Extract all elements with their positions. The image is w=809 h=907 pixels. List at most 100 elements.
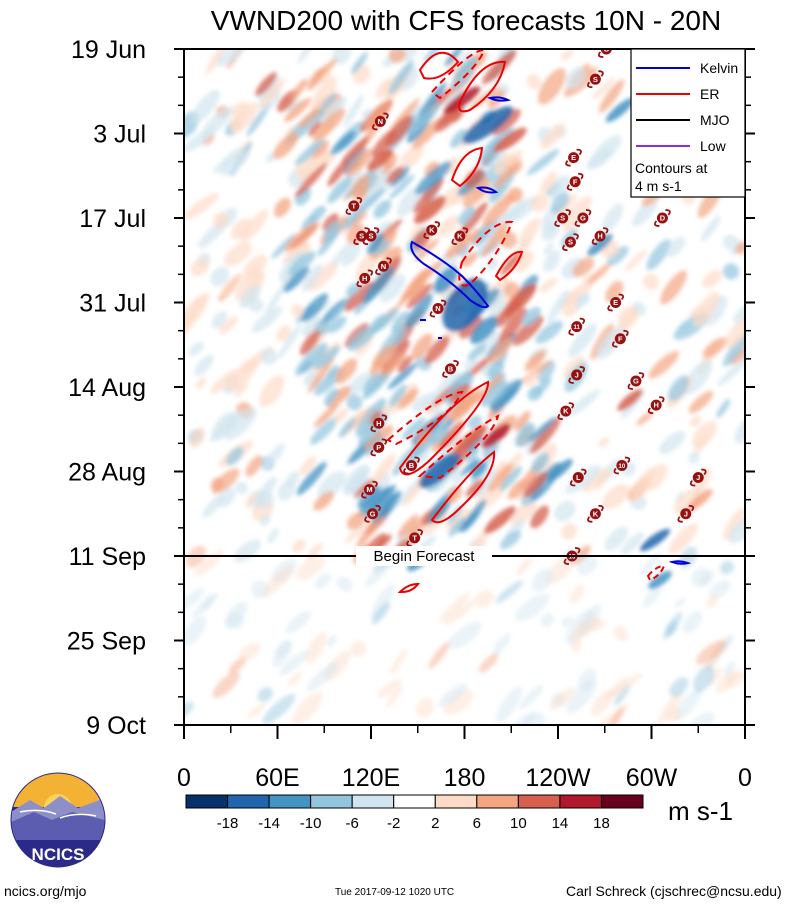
storm-marker: 10 [613, 456, 631, 475]
storm-marker-label: L [576, 473, 581, 482]
kelvin-contour [410, 240, 490, 309]
er-contour [430, 450, 496, 524]
colorbar-bin [517, 794, 561, 809]
storm-marker-label: S [359, 232, 364, 241]
storm-marker: J [568, 366, 586, 384]
storm-marker: K [423, 221, 441, 239]
footer-author: Carl Schreck (cjschrec@ncsu.edu) [566, 883, 782, 899]
y-tick-label: 11 Sep [69, 543, 146, 571]
y-tick-label: 3 Jul [93, 121, 146, 149]
storm-marker-label: 15 [569, 555, 576, 561]
y-tick-label: 14 Aug [68, 374, 146, 402]
x-tick-label: 60W [626, 764, 678, 792]
storm-marker: N [372, 112, 389, 131]
er-contour [458, 60, 507, 113]
storm-marker-label: S [568, 238, 573, 247]
storm-marker: F [611, 329, 629, 348]
colorbar: -18 -14 -10 -6 -2 2 6 10 14 18 [185, 794, 644, 832]
ncics-logo: NCICS [10, 772, 106, 868]
colorbar-label: -2 [387, 815, 400, 832]
storm-marker-label: B [448, 364, 454, 373]
storm-marker: M [361, 480, 378, 499]
x-tick-label: 120E [342, 764, 400, 792]
legend-box [630, 48, 746, 198]
legend-label: MJO [700, 112, 730, 128]
begin-forecast-label-bg [356, 546, 492, 566]
begin-forecast-label: Begin Forecast [374, 548, 476, 565]
storm-marker-label: B [409, 461, 415, 470]
storm-marker-label: 10 [619, 464, 626, 470]
er-contour [450, 146, 484, 188]
colorbar-label: 2 [431, 815, 439, 832]
storm-marker: E [607, 293, 624, 312]
er-contour [418, 51, 460, 80]
colorbar-bin [476, 794, 519, 809]
storm-marker-label: K [457, 232, 463, 241]
y-tick-label: 19 Jun [71, 36, 146, 64]
colorbar-bin [434, 794, 478, 809]
storm-marker: J [689, 468, 707, 487]
chart-title: VWND200 with CFS forecasts 10N - 20N [211, 5, 721, 36]
y-tick-label: 28 Aug [68, 459, 146, 487]
storm-marker: J [677, 504, 695, 523]
colorbar-bin [351, 794, 395, 809]
storm-marker: H [647, 396, 665, 415]
storm-marker-label: K [429, 226, 435, 235]
storm-marker-label: T [412, 533, 417, 542]
storm-marker-label: S [368, 232, 373, 241]
storm-marker: T [345, 197, 363, 215]
colorbar-label: 10 [510, 815, 527, 832]
er-contour [646, 564, 666, 582]
storm-marker-label: G [370, 509, 376, 518]
storm-marker-label: H [653, 401, 658, 410]
storm-marker: S [562, 233, 579, 252]
legend-note-line-1: Contours at [635, 160, 707, 176]
footer-website: ncics.org/mjo [4, 883, 87, 899]
er-contour [458, 220, 514, 287]
logo-text: NCICS [32, 845, 85, 864]
storm-marker: B [442, 359, 459, 378]
storm-marker-label: H [597, 232, 602, 241]
storm-marker: T [406, 528, 423, 547]
filtered-wave-contours [386, 49, 692, 593]
storm-marker-label: F [573, 177, 578, 186]
colorbar-bin [600, 794, 644, 809]
storm-marker-label: S [560, 214, 565, 223]
storm-marker-label: H [376, 419, 381, 428]
y-tick-label: 25 Sep [67, 628, 146, 656]
storm-marker-label: F [618, 334, 623, 343]
storm-marker-label: T [352, 202, 357, 211]
colorbar-label: -14 [258, 815, 280, 832]
x-tick-label: 60E [255, 764, 299, 792]
colorbar-bin [393, 794, 436, 809]
storm-marker-label: S [593, 75, 598, 84]
x-tick-label: 180 [444, 764, 486, 792]
storm-marker: H [370, 414, 388, 433]
legend-label: Low [700, 138, 727, 154]
storm-marker: D [654, 209, 671, 227]
storm-marker: G [627, 372, 645, 390]
kelvin-contour [668, 560, 692, 565]
colorbar-bin [559, 794, 602, 809]
footer-timestamp: Tue 2017-09-12 1020 UTC [335, 887, 455, 898]
y-tick-label: 17 Jul [79, 205, 146, 233]
y-tick-label: 31 Jul [79, 290, 146, 318]
storm-marker-label: E [613, 298, 618, 307]
storm-marker-label: G [633, 377, 639, 386]
er-contour [398, 380, 490, 476]
colorbar-bin [310, 794, 353, 809]
er-contour [397, 582, 421, 593]
axes: 19 Jun 3 Jul 17 Jul 31 Jul 14 Aug 28 Aug 11 Se… [67, 36, 755, 792]
legend-label: Kelvin [700, 60, 738, 76]
storm-marker: K [587, 504, 604, 523]
storm-marker-label: J [684, 509, 688, 518]
storm-marker: K [451, 227, 469, 246]
storm-marker: K [557, 402, 575, 421]
er-contour [386, 390, 464, 446]
storm-marker: E [565, 148, 582, 167]
storm-marker-label: M [366, 485, 372, 494]
storm-marker-label: K [593, 509, 599, 518]
x-tick-label: 0 [177, 764, 191, 792]
storm-marker-label: J [696, 473, 700, 482]
